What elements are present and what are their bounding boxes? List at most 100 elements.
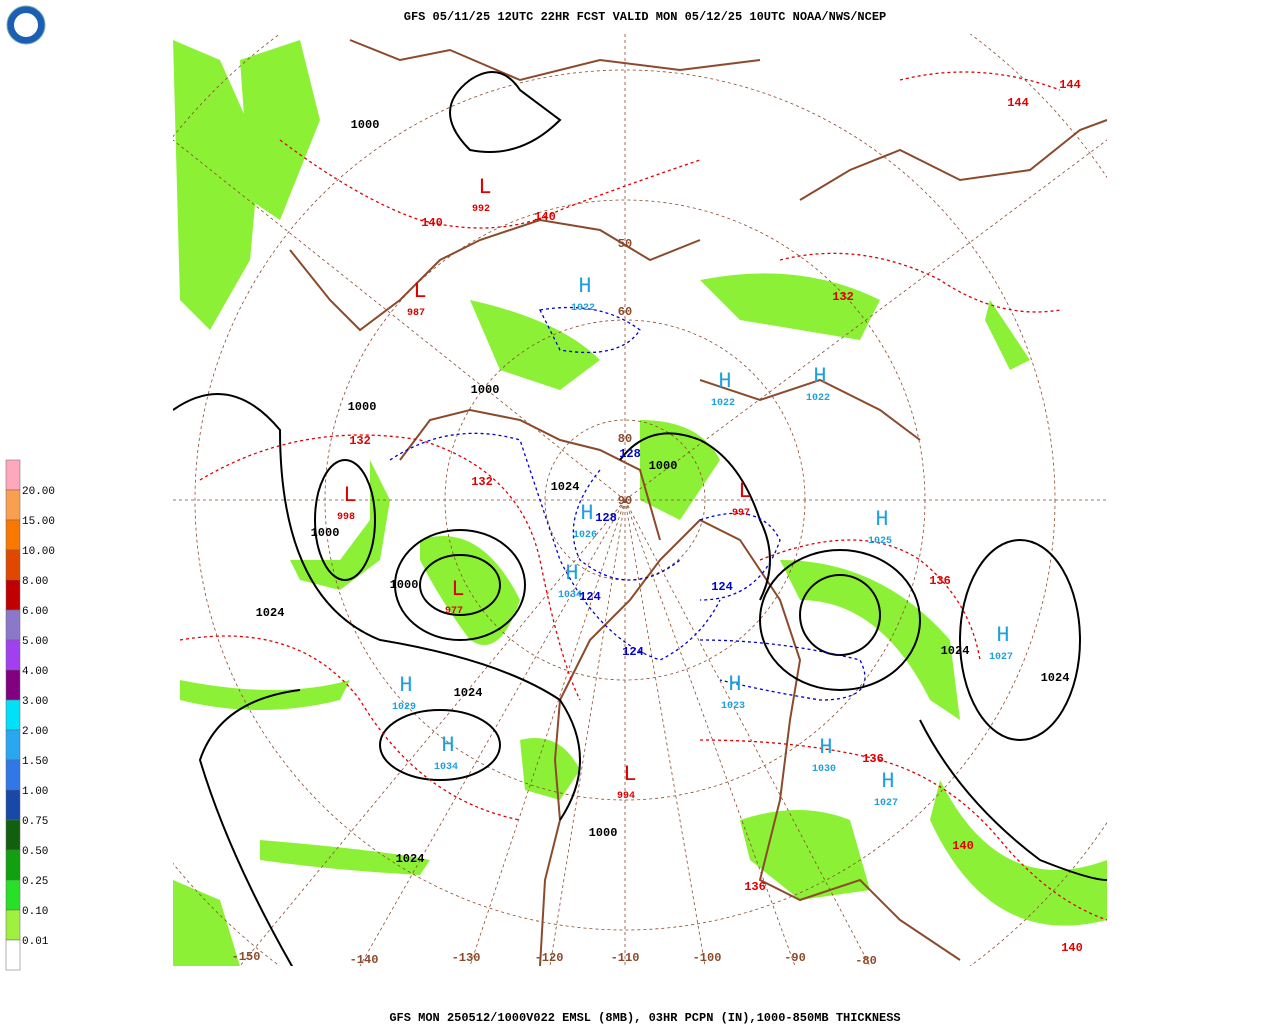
thickness-label-warm: 132 <box>832 290 854 304</box>
thickness-label-warm: 132 <box>471 475 493 489</box>
thickness-label-warm: 144 <box>1007 96 1029 110</box>
low-value: 998 <box>337 512 355 523</box>
legend-swatch <box>5 879 21 911</box>
legend-swatch <box>5 939 21 971</box>
legend-swatch <box>5 849 21 881</box>
legend-swatch <box>5 489 21 521</box>
legend-swatch <box>5 729 21 761</box>
legend-label: 5.00 <box>22 636 48 648</box>
thickness-label-cold: 124 <box>579 590 601 604</box>
legend-label: 4.00 <box>22 666 48 678</box>
warm-thickness <box>179 71 1107 921</box>
pressure-label: 1000 <box>390 578 419 592</box>
pressure-label: 1000 <box>471 383 500 397</box>
legend-swatch <box>5 759 21 791</box>
longitude-label: -150 <box>232 950 261 964</box>
legend-label: 1.00 <box>22 786 48 798</box>
legend-swatch <box>5 789 21 821</box>
high-letter: H <box>819 735 832 760</box>
longitude-label: -100 <box>693 951 722 965</box>
high-value: 1023 <box>721 701 745 712</box>
high-value: 1030 <box>812 764 836 775</box>
high-value: 1034 <box>434 762 458 773</box>
legend-label: 1.50 <box>22 756 48 768</box>
latitude-label: 50 <box>618 237 632 251</box>
title: GFS 05/11/25 12UTC 22HR FCST VALID MON 0… <box>404 10 886 24</box>
legend: 20.00 15.00 10.00 8.00 6.00 5.00 4.00 3.00 2.00 1… <box>5 459 55 971</box>
pressure-label: 1024 <box>396 852 425 866</box>
low-letter: L <box>623 762 636 787</box>
thickness-label-warm: 144 <box>1059 78 1081 92</box>
longitude-label: -130 <box>452 951 481 965</box>
high-letter: H <box>881 769 894 794</box>
pressure-label: 1000 <box>589 826 618 840</box>
legend-swatch <box>5 669 21 701</box>
graticule <box>173 34 1107 966</box>
high-letter: H <box>399 673 412 698</box>
longitude-label: -80 <box>855 954 877 968</box>
map-labels: H 1022 H 1022 H 1022 H 1026 H 1034 H 1025 H 1027 H 1029… <box>232 78 1083 968</box>
thickness-label-warm: 140 <box>534 210 556 224</box>
legend-swatch <box>5 549 21 581</box>
pressure-label: 1024 <box>1041 671 1070 685</box>
longitude-label: -110 <box>611 951 640 965</box>
legend-label: 0.25 <box>22 876 48 888</box>
logo-text: NOAA <box>20 14 32 20</box>
legend-label: 3.00 <box>22 696 48 708</box>
high-value: 1027 <box>989 652 1013 663</box>
low-value: 987 <box>407 308 425 319</box>
thickness-label-cold: 124 <box>711 580 733 594</box>
thickness-label-warm: 140 <box>1061 941 1083 955</box>
pressure-label: 1000 <box>649 459 678 473</box>
latitude-label: 60 <box>618 305 632 319</box>
cold-thickness <box>389 306 866 701</box>
low-letter: L <box>451 577 464 602</box>
high-letter: H <box>580 501 593 526</box>
longitude-label: -140 <box>350 953 379 967</box>
legend-label: 20.00 <box>22 486 55 498</box>
low-value: 992 <box>472 204 490 215</box>
high-value: 1025 <box>868 536 892 547</box>
thickness-label-warm: 136 <box>862 752 884 766</box>
high-letter: H <box>578 274 591 299</box>
legend-swatch <box>5 819 21 851</box>
low-value: 997 <box>732 508 750 519</box>
high-letter: H <box>718 369 731 394</box>
longitude-label: -90 <box>784 951 806 965</box>
legend-label: 0.75 <box>22 816 48 828</box>
coastlines <box>289 39 1107 966</box>
legend-label: 0.10 <box>22 906 48 918</box>
legend-swatch <box>5 519 21 551</box>
thickness-label-warm: 140 <box>421 216 443 230</box>
thickness-label-warm: 132 <box>349 434 371 448</box>
thickness-label-cold: 124 <box>622 645 644 659</box>
pressure-label: 1000 <box>348 400 377 414</box>
high-letter: H <box>565 561 578 586</box>
legend-label: 0.50 <box>22 846 48 858</box>
thickness-label-warm: 136 <box>744 880 766 894</box>
high-value: 1027 <box>874 798 898 809</box>
high-value: 1022 <box>806 393 830 404</box>
legend-label: 8.00 <box>22 576 48 588</box>
legend-swatch <box>5 909 21 941</box>
low-value: 977 <box>445 606 463 617</box>
low-letter: L <box>738 479 751 504</box>
thickness-label-cold: 128 <box>595 511 617 525</box>
pressure-label: 1000 <box>311 526 340 540</box>
high-value: 1034 <box>558 590 582 601</box>
pressure-label: 1000 <box>351 118 380 132</box>
low-letter: L <box>413 279 426 304</box>
high-value: 1022 <box>711 398 735 409</box>
thickness-label-warm: 140 <box>952 839 974 853</box>
legend-swatch <box>5 459 21 491</box>
longitude-label: -120 <box>535 951 564 965</box>
pressure-label: 1024 <box>941 644 970 658</box>
thickness-label-warm: 136 <box>929 574 951 588</box>
high-letter: H <box>875 507 888 532</box>
high-letter: H <box>441 733 454 758</box>
pressure-label: 1024 <box>256 606 285 620</box>
map: H 1022 H 1022 H 1022 H 1026 H 1034 H 1025 H 1027 H 1029… <box>173 34 1107 968</box>
low-letter: L <box>478 175 491 200</box>
high-letter: H <box>728 672 741 697</box>
thickness-label-cold: 128 <box>619 447 641 461</box>
